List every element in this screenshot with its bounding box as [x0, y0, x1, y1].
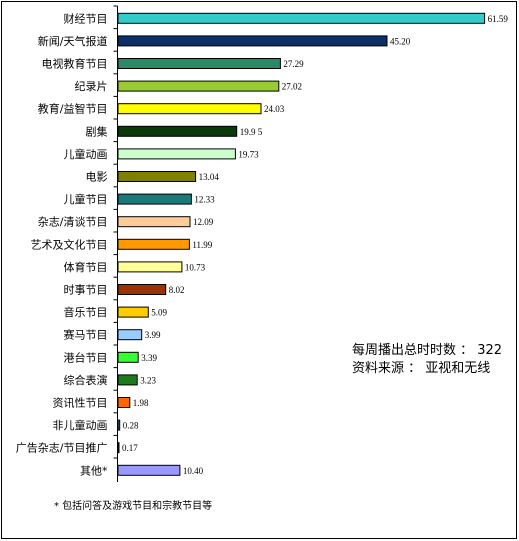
- bar: [117, 148, 236, 160]
- bar: [117, 464, 181, 476]
- value-label: 10.40: [183, 466, 204, 476]
- data-source-note: 资料来源 ： 亚视和无线: [352, 361, 491, 376]
- category-label: 新闻/天气报道: [38, 34, 108, 48]
- value-label: 11.99: [192, 240, 212, 250]
- value-label: 10.73: [185, 262, 206, 272]
- value-labels-group: 61.59 45.20 27.29 27.02 24.03 19.9 5 19.73 13.0…: [122, 14, 508, 476]
- bar: [117, 103, 262, 115]
- value-label: 8.02: [169, 285, 185, 295]
- bar: [117, 284, 167, 295]
- value-label: 61.59: [488, 14, 509, 24]
- category-label: 广告杂志/节目推广: [16, 441, 108, 455]
- category-label: 纪录片: [75, 80, 108, 93]
- value-label: 3.23: [140, 375, 156, 385]
- value-label: 0.28: [123, 421, 139, 431]
- category-label: 教育/益智节目: [38, 102, 108, 116]
- category-label: 时事节目: [64, 284, 108, 297]
- category-label: 其他*: [80, 464, 108, 477]
- category-label: 非儿童动画: [53, 418, 108, 432]
- bar: [117, 58, 281, 69]
- bars-group: [117, 12, 486, 476]
- category-label: 艺术及文化节目: [31, 237, 108, 251]
- bar: [117, 419, 121, 431]
- value-label: 12.09: [193, 217, 214, 227]
- value-label: 13.04: [199, 172, 220, 182]
- category-label: 电视教育节目: [42, 57, 108, 71]
- category-label: 资讯性节目: [53, 396, 108, 410]
- category-label: 电影: [86, 171, 108, 184]
- category-label: 杂志/清谈节目: [38, 216, 108, 229]
- value-label: 19.73: [238, 149, 259, 159]
- value-label: 27.02: [282, 82, 302, 92]
- value-label: 3.99: [145, 330, 161, 340]
- value-label: 12.33: [194, 195, 215, 205]
- value-label: 3.39: [141, 353, 157, 363]
- category-label: 赛马节目: [64, 328, 108, 342]
- value-label: 0.17: [122, 443, 138, 453]
- bar: [117, 351, 139, 363]
- category-label: 儿童节目: [64, 192, 108, 206]
- bar: [117, 329, 143, 341]
- value-label: 19.9 5: [240, 127, 263, 137]
- bar: [117, 306, 149, 318]
- category-label: 剧集: [86, 124, 108, 138]
- bar: [117, 193, 192, 205]
- bar: [117, 80, 280, 92]
- bar: [117, 397, 131, 408]
- bar: [117, 171, 197, 182]
- bar: [117, 261, 183, 273]
- category-label: 港台节目: [64, 350, 108, 364]
- category-label: 体育节目: [64, 260, 108, 274]
- category-labels-group: 财经节目新闻/天气报道电视教育节目纪录片教育/益智节目剧集儿童动画电影儿童节目杂…: [16, 11, 108, 477]
- bar: [117, 442, 120, 454]
- bar: [117, 238, 190, 250]
- value-label: 5.09: [151, 308, 167, 318]
- value-label: 24.03: [264, 104, 285, 114]
- bar: [117, 216, 191, 228]
- bar: [117, 12, 486, 24]
- bar: [117, 35, 388, 47]
- value-label: 27.29: [283, 59, 304, 69]
- chart-footnote: * 包括问答及游戏节目和宗教节目等: [54, 501, 213, 512]
- category-label: 综合表演: [64, 373, 108, 387]
- category-label: 音乐节目: [64, 305, 108, 319]
- broadcast-hours-note: 每周播出总时时数 ： 322: [352, 343, 503, 358]
- category-label: 儿童动画: [64, 147, 108, 161]
- axis-ticks: [113, 5, 118, 459]
- category-label: 财经节目: [64, 11, 108, 25]
- bar: [117, 125, 238, 137]
- value-label: 1.98: [133, 398, 149, 408]
- bar: [117, 374, 138, 386]
- value-label: 45.20: [390, 36, 411, 46]
